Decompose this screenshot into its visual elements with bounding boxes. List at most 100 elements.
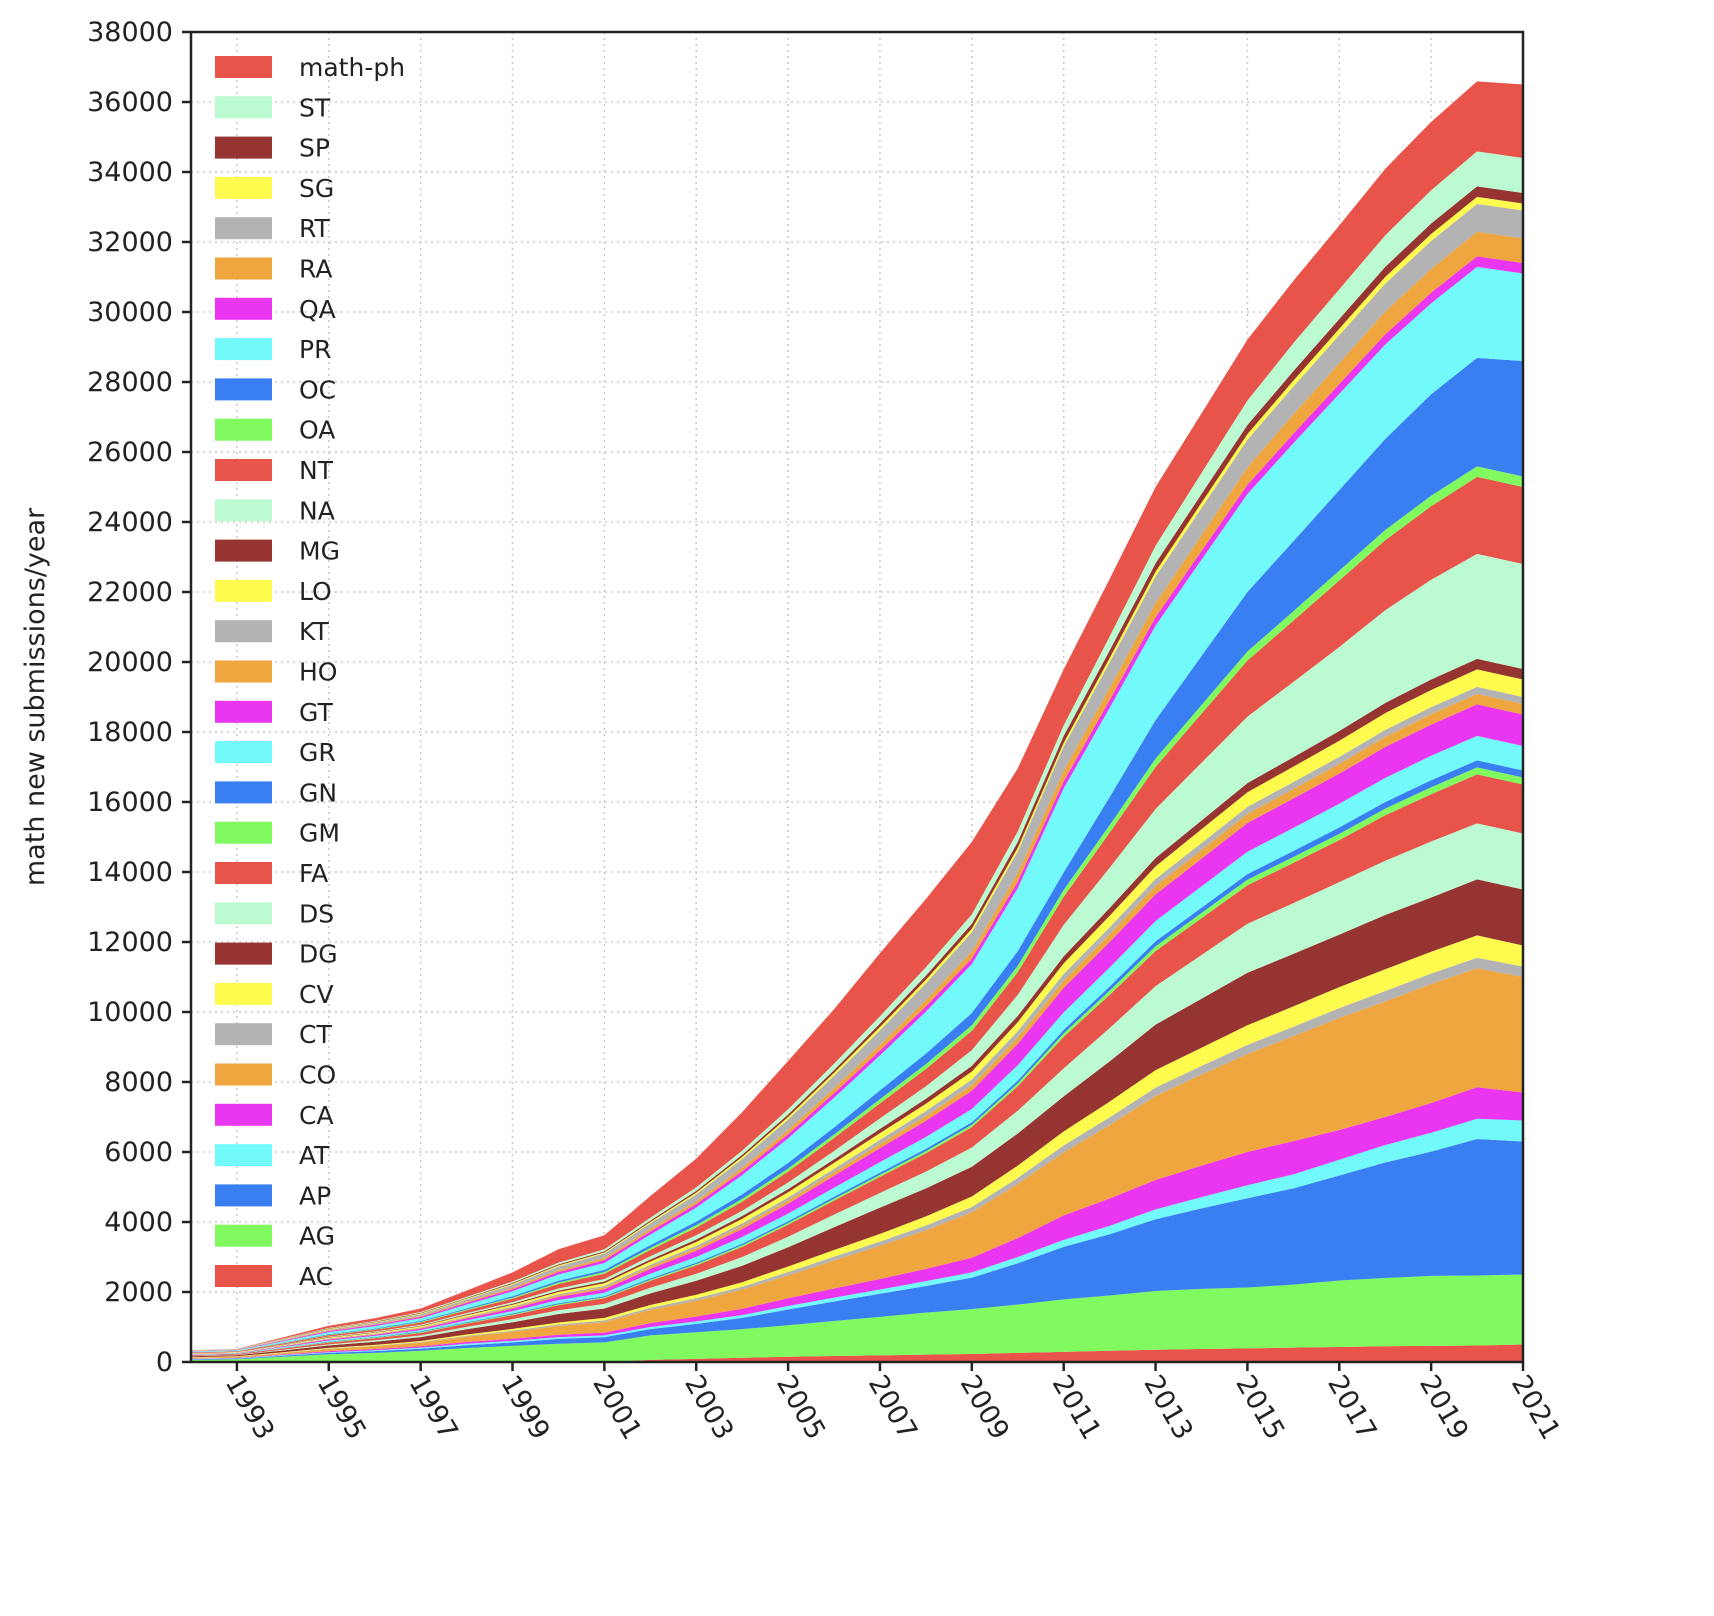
legend-swatch-ct <box>215 1023 272 1046</box>
legend-swatch-st <box>215 96 272 119</box>
legend-swatch-oa <box>215 418 272 441</box>
legend-swatch-fa <box>215 862 272 884</box>
legend-swatch-lo <box>215 579 272 602</box>
x-tick-label: 2019 <box>1413 1370 1474 1445</box>
x-tick-label: 1999 <box>494 1370 555 1445</box>
legend-label-ac: AC <box>299 1262 333 1291</box>
y-tick-label: 22000 <box>87 577 173 608</box>
legend-swatch-sp <box>215 136 272 159</box>
y-tick-label: 32000 <box>87 227 173 258</box>
y-tick-label: 28000 <box>87 367 173 398</box>
legend-swatch-pr <box>215 338 272 361</box>
area-ag <box>191 1274 1523 1362</box>
legend-swatch-ra <box>215 257 272 280</box>
legend-label-ds: DS <box>299 899 334 928</box>
x-tick-label: 1997 <box>403 1370 464 1445</box>
area-mg <box>191 658 1523 1354</box>
legend-swatch-ho <box>215 660 272 683</box>
y-tick-label: 16000 <box>87 787 173 818</box>
y-tick-label: 30000 <box>87 297 173 328</box>
area-gt <box>191 704 1523 1355</box>
legend-swatch-gt <box>215 700 272 723</box>
area-kt <box>191 686 1523 1354</box>
y-tick-label: 12000 <box>87 927 173 958</box>
area-lo <box>191 669 1523 1354</box>
x-tick-label: 2021 <box>1505 1370 1566 1445</box>
legend-label-pr: PR <box>299 335 331 364</box>
y-tick-label: 24000 <box>87 507 173 538</box>
legend-label-fa: FA <box>299 859 328 888</box>
y-tick-label: 36000 <box>87 87 173 118</box>
legend-swatch-gn <box>215 781 272 804</box>
x-tick-label: 2005 <box>770 1370 831 1445</box>
legend-swatch-mg <box>215 539 272 562</box>
y-tick-label: 4000 <box>104 1207 173 1238</box>
legend-label-oc: OC <box>299 375 336 404</box>
y-tick-label: 8000 <box>104 1067 173 1098</box>
legend-swatch-math-ph <box>215 56 272 78</box>
area-cv <box>191 935 1523 1358</box>
legend-label-at: AT <box>299 1141 330 1170</box>
area-ct <box>191 957 1523 1358</box>
legend-swatch-co <box>215 1063 272 1086</box>
x-tick-label: 1993 <box>219 1370 280 1445</box>
area-gr <box>191 735 1523 1355</box>
y-tick-label: 20000 <box>87 647 173 678</box>
legend-label-na: NA <box>299 496 335 525</box>
area-ap <box>191 1139 1523 1360</box>
legend-label-dg: DG <box>299 940 338 969</box>
legend-swatch-ca <box>215 1103 272 1126</box>
legend-label-ho: HO <box>299 658 337 687</box>
area-pr <box>191 266 1523 1353</box>
legend-label-cv: CV <box>299 980 334 1009</box>
legend-label-ra: RA <box>299 255 332 284</box>
y-tick-label: 2000 <box>104 1277 173 1308</box>
area-ac <box>191 1344 1523 1362</box>
legend: math-ph ST SP SG RT RA QA PR OC OA NT NA MG LO KT HO GT G… <box>215 53 405 1291</box>
legend-swatch-ag <box>215 1224 272 1247</box>
y-tick-label: 38000 <box>87 17 173 48</box>
legend-label-math-ph: math-ph <box>299 53 405 82</box>
y-tick-label: 10000 <box>87 997 173 1028</box>
legend-swatch-kt <box>215 620 272 643</box>
y-axis-label: math new submissions/year <box>20 507 51 886</box>
legend-label-ct: CT <box>299 1020 332 1049</box>
legend-label-oa: OA <box>299 416 335 445</box>
legend-swatch-oc <box>215 378 272 401</box>
area-fa <box>191 774 1523 1356</box>
legend-swatch-ds <box>215 902 272 925</box>
area-oc <box>191 357 1523 1353</box>
y-tick-label: 6000 <box>104 1137 173 1168</box>
legend-swatch-gr <box>215 741 272 764</box>
legend-swatch-sg <box>215 176 272 199</box>
y-tick-label: 18000 <box>87 717 173 748</box>
legend-swatch-at <box>215 1144 272 1167</box>
legend-label-gm: GM <box>299 819 340 848</box>
x-tick-label: 2011 <box>1046 1370 1107 1445</box>
area-layers <box>191 81 1523 1362</box>
x-axis-ticks: 1993 1995 1997 1999 2001 2003 2005 2007 2009 2011… <box>219 1362 1566 1445</box>
legend-label-lo: LO <box>299 577 332 606</box>
y-tick-label: 34000 <box>87 157 173 188</box>
y-tick-label: 26000 <box>87 437 173 468</box>
x-tick-label: 2003 <box>678 1370 739 1445</box>
area-na <box>191 553 1523 1354</box>
legend-label-ag: AG <box>299 1222 335 1251</box>
legend-swatch-na <box>215 499 272 522</box>
area-ds <box>191 823 1523 1357</box>
legend-swatch-ap <box>215 1184 272 1207</box>
legend-label-mg: MG <box>299 537 340 566</box>
legend-label-gr: GR <box>299 738 336 767</box>
legend-label-sp: SP <box>299 134 330 163</box>
legend-label-ca: CA <box>299 1101 334 1130</box>
legend-swatch-gm <box>215 821 272 844</box>
y-tick-label: 14000 <box>87 857 173 888</box>
x-tick-label: 2015 <box>1229 1370 1290 1445</box>
plot-border <box>189 30 1525 1364</box>
y-tick-label: 0 <box>156 1347 173 1378</box>
x-tick-label: 2007 <box>862 1370 923 1445</box>
y-axis-ticks: 0 2000 4000 6000 8000 10000 12000 14000 16000 180… <box>87 17 191 1378</box>
legend-swatch-rt <box>215 217 272 240</box>
legend-swatch-nt <box>215 459 272 481</box>
